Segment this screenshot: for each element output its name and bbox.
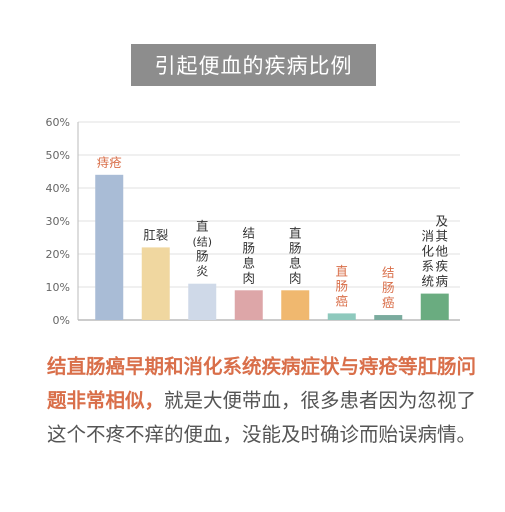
- category-label: 息: [289, 255, 302, 270]
- category-label: 化: [421, 244, 434, 259]
- bar: [141, 247, 170, 320]
- category-label: 统: [421, 274, 434, 289]
- y-tick-label: 30%: [46, 215, 70, 228]
- bar: [327, 313, 356, 320]
- bar: [188, 283, 217, 320]
- y-tick-label: 10%: [46, 281, 70, 294]
- bar: [420, 293, 449, 320]
- chart-title: 引起便血的疾病比例: [131, 44, 376, 86]
- category-label: 直: [335, 263, 348, 278]
- category-label: 消: [421, 229, 434, 244]
- category-label: 结: [382, 265, 395, 280]
- bar: [95, 174, 124, 320]
- category-label: 疾: [435, 259, 448, 274]
- category-label: 肛裂: [143, 227, 168, 242]
- category-label: 息: [242, 255, 255, 270]
- category-label: 直: [196, 219, 209, 234]
- category-label: 他: [435, 244, 448, 259]
- caption-body: 就是大便带血，很多患者因为忽视了这个不疼不痒的便血，没能及时确诊而贻误病情。: [47, 389, 477, 446]
- category-label: 肠: [335, 278, 348, 293]
- category-label: (结): [192, 236, 212, 249]
- category-label: 及: [435, 214, 448, 229]
- category-label: 癌: [335, 293, 348, 308]
- category-label: 病: [435, 274, 448, 289]
- category-label: 系: [421, 259, 434, 274]
- bar: [281, 290, 310, 320]
- category-label: 结: [242, 225, 255, 240]
- y-tick-label: 20%: [46, 248, 70, 261]
- category-label: 肠: [289, 240, 302, 255]
- y-tick-label: 50%: [46, 149, 70, 162]
- caption-text: 结直肠癌早期和消化系统疾病症状与痔疮等肛肠问题非常相似，就是大便带血，很多患者因…: [47, 350, 477, 452]
- category-label: 肉: [242, 270, 255, 285]
- bar: [374, 315, 403, 320]
- y-tick-label: 0%: [53, 314, 70, 327]
- y-tick-label: 40%: [46, 182, 70, 195]
- category-label: 炎: [196, 264, 209, 279]
- category-label: 肠: [196, 249, 209, 264]
- category-label: 肉: [289, 270, 302, 285]
- category-label: 其: [435, 229, 448, 244]
- category-label: 肠: [382, 280, 395, 295]
- category-label: 痔疮: [97, 155, 122, 170]
- category-label: 癌: [382, 295, 395, 310]
- category-label: 直: [289, 225, 302, 240]
- bar: [234, 290, 263, 320]
- y-tick-label: 60%: [46, 116, 70, 129]
- caption-highlight: 结直肠癌早期和消化系统疾病症状与痔疮等肛肠问题非常相似，: [47, 355, 477, 412]
- category-label: 肠: [242, 240, 255, 255]
